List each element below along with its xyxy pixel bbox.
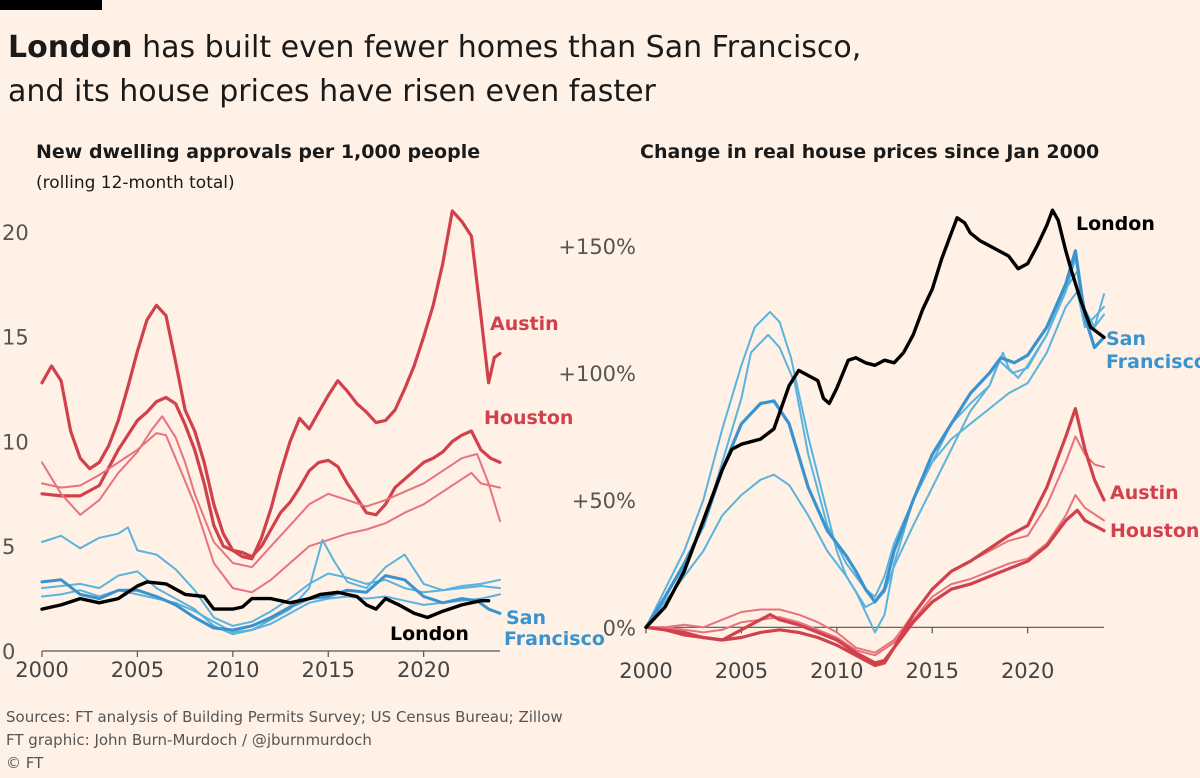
left-chart-title: New dwelling approvals per 1,000 people: [36, 141, 481, 163]
title-line1: has built even fewer homes than San Fran…: [132, 30, 862, 65]
series-line-sf-light-1: [41, 526, 501, 627]
series-line-houston-metro-light-: [41, 432, 501, 594]
chart-house-prices: 0% +50% +100% +150% 2000 2005 2010 2015 2020 Lond…: [558, 208, 1200, 683]
series-label-houston: Houston: [484, 407, 573, 429]
series-label-san-francisco: San: [506, 607, 546, 629]
series-line-london: [644, 208, 1106, 629]
y-tick-label: 0: [2, 640, 15, 664]
x-tick-label: 2000: [15, 658, 68, 682]
series-label-houston: Houston: [1110, 520, 1199, 542]
y-tick-label: 5: [2, 535, 15, 559]
series-line-sf-light-2: [41, 538, 501, 636]
series-line-houston-light: [645, 494, 1105, 657]
x-tick-label: 2020: [397, 658, 450, 682]
x-tick-label: 2010: [206, 658, 259, 682]
series-line-san-francisco: [40, 574, 502, 632]
x-tick-label: 2000: [619, 659, 672, 683]
series-line-austin-light: [645, 435, 1105, 654]
y-tick-label: 20: [2, 221, 29, 245]
x-tick-label: 2010: [810, 659, 863, 683]
page-title: London has built even fewer homes than S…: [8, 26, 1188, 114]
right-chart-title: Change in real house prices since Jan 20…: [640, 141, 1100, 163]
series-line-london: [40, 580, 491, 620]
footer-graphic-credit: FT graphic: John Burn-Murdoch / @jburnmu…: [6, 731, 372, 749]
title-line2: and its house prices have risen even fas…: [8, 74, 656, 109]
series-label-san-francisco: Francisco: [504, 628, 605, 650]
series-line-houston: [40, 395, 502, 559]
left-chart-subtitle: (rolling 12-month total): [36, 173, 235, 193]
series-line-sf-light-3: [645, 257, 1105, 629]
y-tick-label: +150%: [558, 235, 636, 259]
footer-copyright: © FT: [6, 754, 44, 772]
series-line-sf-light-1: [645, 270, 1105, 634]
chart-approvals: 0 5 10 15 20 2000 2005 2010 2015 2020 Austin Housto…: [2, 209, 605, 682]
series-label-san-francisco: San: [1106, 328, 1146, 350]
title-bold: London: [8, 30, 133, 65]
series-line-san-francisco: [644, 249, 1106, 629]
series-label-san-francisco: Francisco: [1106, 351, 1200, 373]
x-tick-label: 2015: [906, 659, 959, 683]
series-line-austin-metro-light-: [41, 415, 501, 569]
y-tick-label: 10: [2, 430, 29, 454]
series-label-london: London: [390, 623, 469, 645]
y-tick-label: +50%: [572, 489, 636, 513]
footer-sources: Sources: FT analysis of Building Permits…: [6, 708, 563, 726]
series-label-austin: Austin: [490, 313, 559, 335]
y-tick-label: 15: [2, 326, 29, 350]
x-tick-label: 2005: [715, 659, 768, 683]
series-line-austin: [644, 407, 1106, 665]
ft-top-bar: [0, 0, 102, 10]
y-tick-label: 0%: [603, 616, 636, 640]
footer: Sources: FT analysis of Building Permits…: [6, 706, 563, 775]
series-line-houston: [644, 508, 1106, 668]
series-label-london: London: [1076, 213, 1155, 235]
x-tick-label: 2020: [1001, 659, 1054, 683]
x-tick-label: 2015: [302, 658, 355, 682]
x-tick-label: 2005: [111, 658, 164, 682]
series-label-austin: Austin: [1110, 482, 1179, 504]
series-line-austin: [40, 209, 502, 561]
y-tick-label: +100%: [558, 362, 636, 386]
